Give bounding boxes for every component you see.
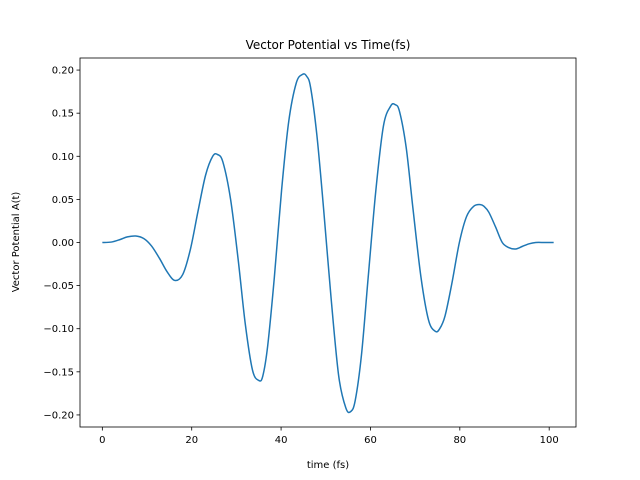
series-line-0 bbox=[102, 73, 554, 414]
y-tick-label: −0.20 bbox=[43, 410, 74, 421]
x-axis: 0 20 40 60 80 100 bbox=[99, 427, 559, 446]
y-tick-label: 0.00 bbox=[52, 238, 74, 249]
y-tick-label: −0.10 bbox=[43, 324, 74, 335]
y-tick-label: −0.15 bbox=[43, 367, 74, 378]
y-axis: −0.20 −0.15 −0.10 −0.05 0.00 0.05 0.10 0.15 0.20 bbox=[43, 66, 80, 421]
plot-area bbox=[102, 73, 554, 414]
y-tick-label: 0.10 bbox=[52, 152, 74, 163]
x-tick-label: 40 bbox=[275, 435, 288, 446]
chart-title: Vector Potential vs Time(fs) bbox=[246, 38, 411, 52]
x-tick-label: 20 bbox=[185, 435, 198, 446]
x-tick-label: 0 bbox=[99, 435, 105, 446]
x-axis-label: time (fs) bbox=[307, 460, 349, 471]
x-tick-label: 100 bbox=[540, 435, 559, 446]
y-tick-label: 0.15 bbox=[52, 109, 74, 120]
x-tick-label: 60 bbox=[364, 435, 377, 446]
y-axis-label: Vector Potential A(t) bbox=[11, 192, 22, 293]
axes-frame bbox=[79, 57, 577, 428]
x-tick-label: 80 bbox=[453, 435, 466, 446]
y-tick-label: 0.05 bbox=[52, 195, 74, 206]
y-tick-label: −0.05 bbox=[43, 281, 74, 292]
y-tick-label: 0.20 bbox=[52, 66, 74, 77]
